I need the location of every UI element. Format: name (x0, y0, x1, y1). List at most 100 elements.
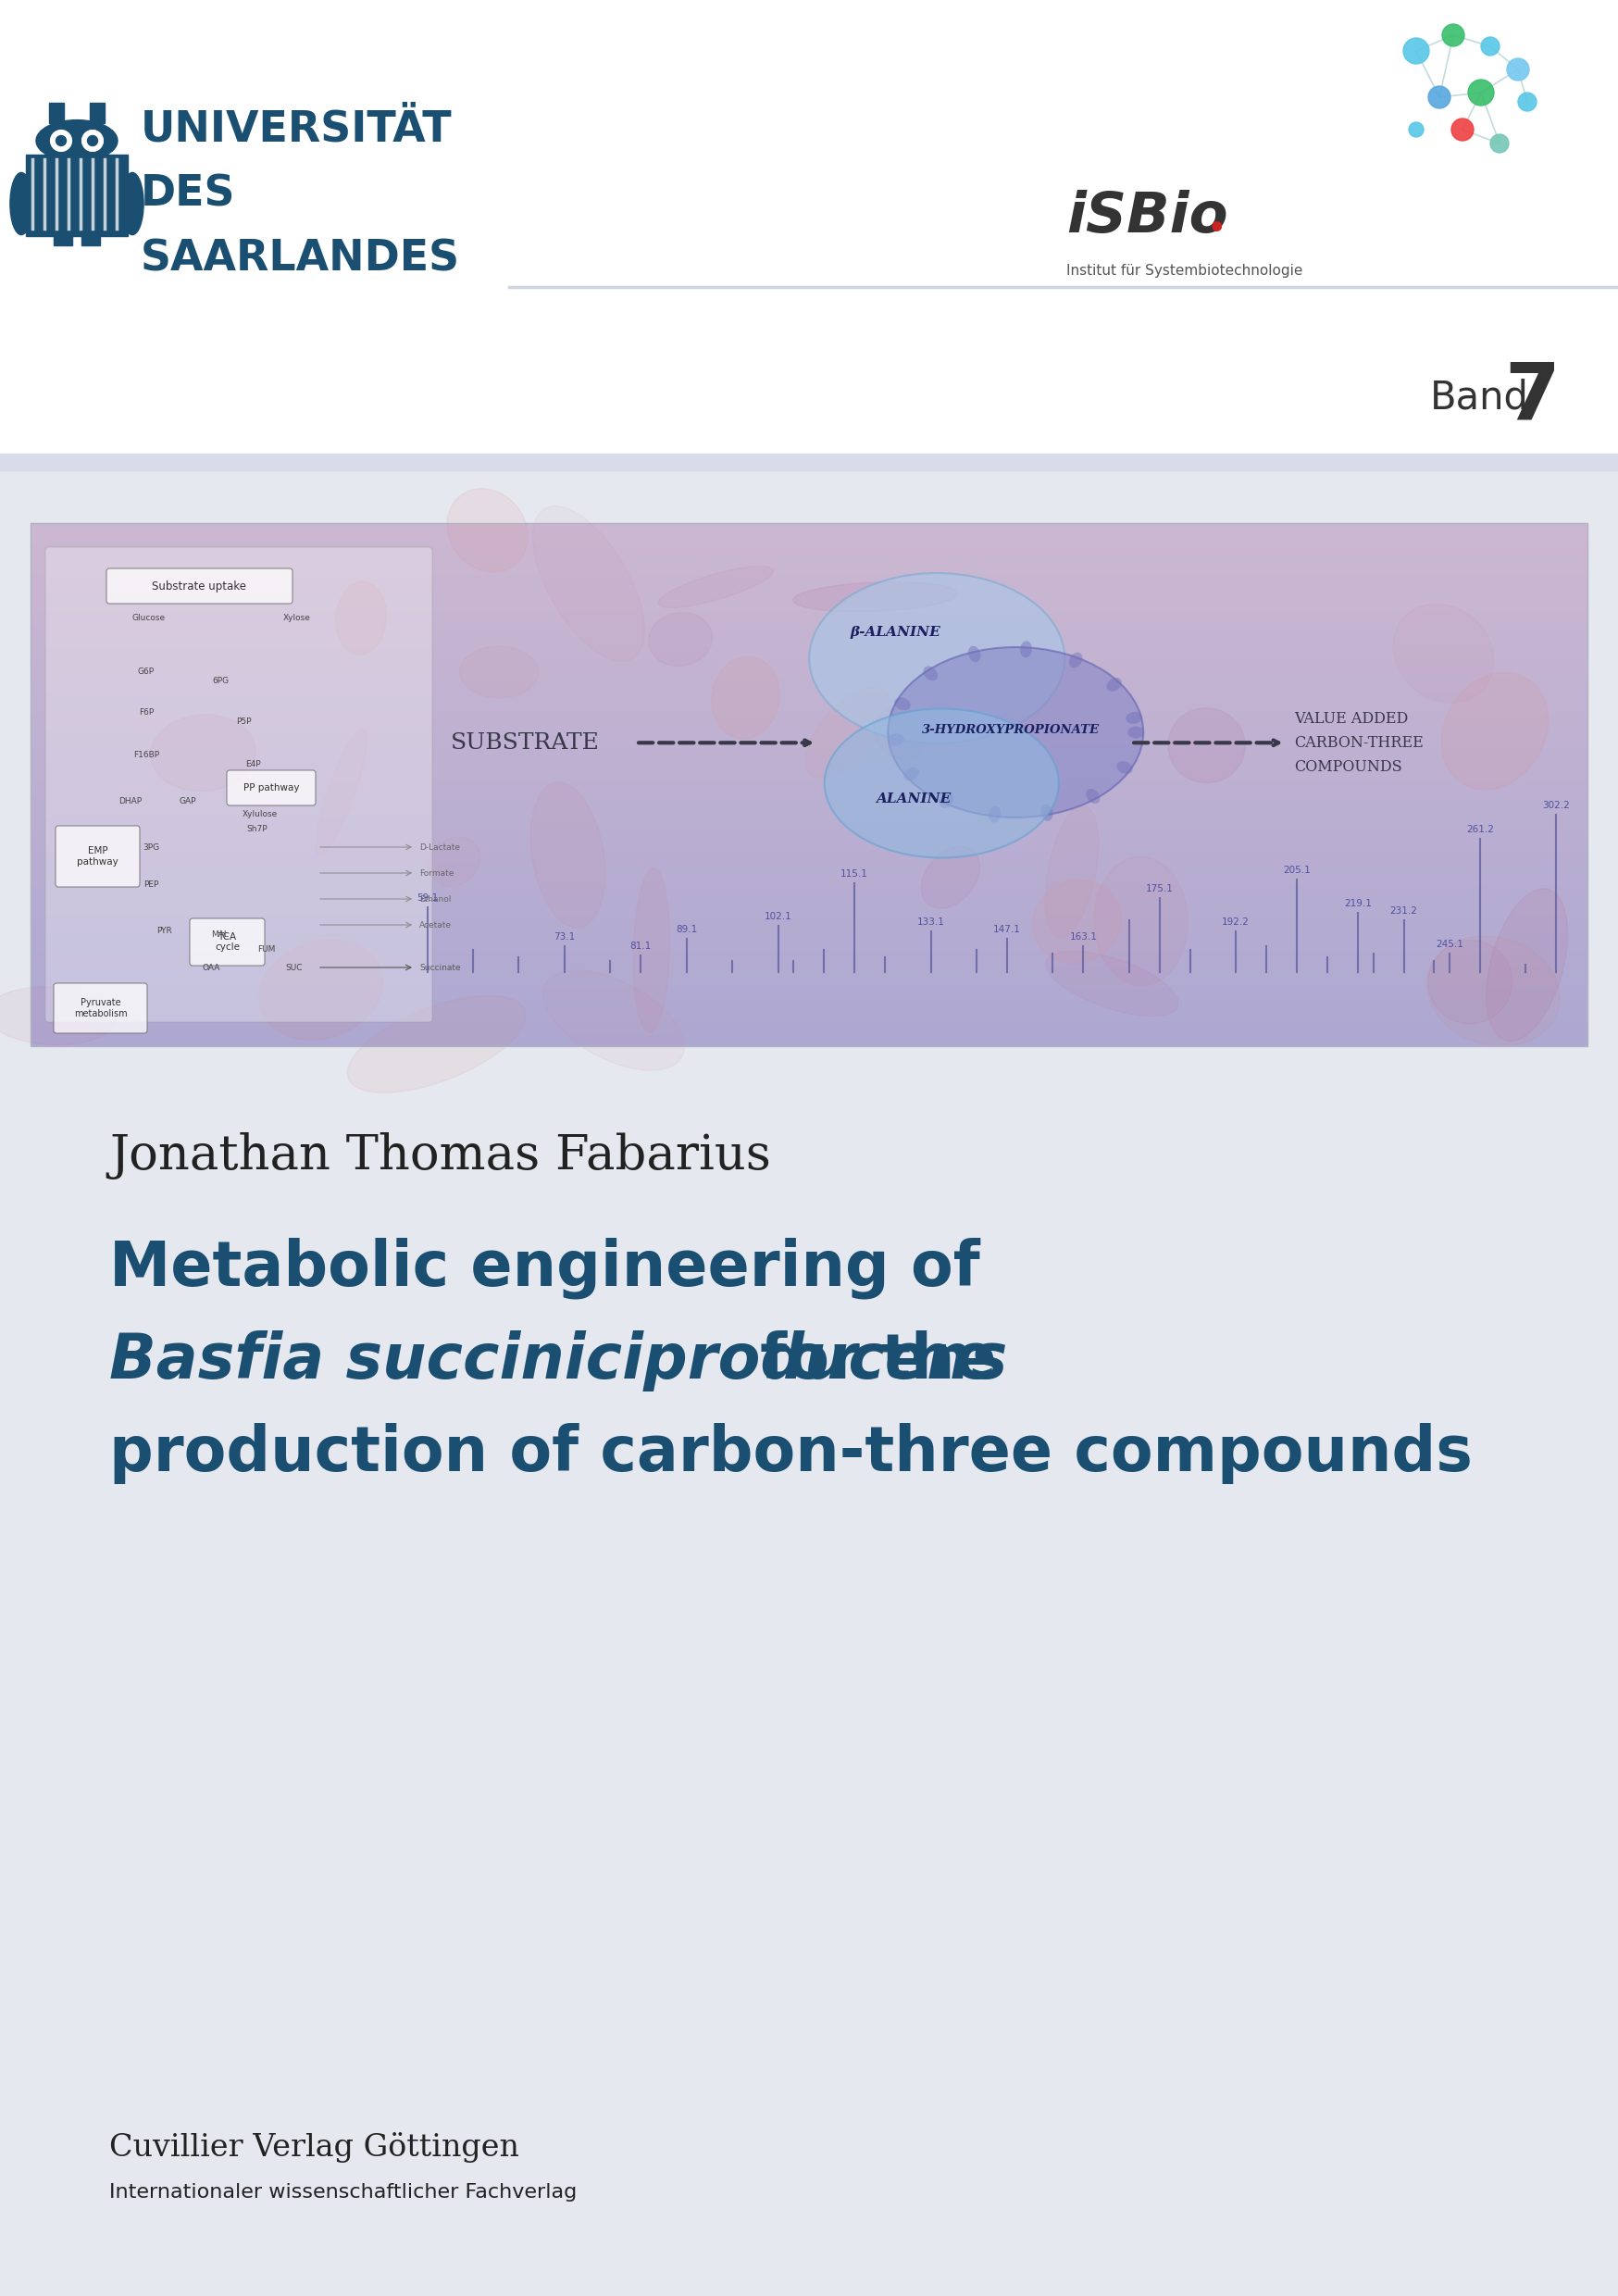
Ellipse shape (1506, 57, 1529, 80)
Ellipse shape (825, 709, 1058, 859)
Text: 7: 7 (1505, 360, 1560, 436)
Text: for the: for the (739, 1329, 997, 1391)
Text: F6P: F6P (139, 709, 154, 716)
Ellipse shape (1393, 604, 1493, 703)
Ellipse shape (1069, 652, 1082, 668)
Bar (81, 234, 100, 246)
Ellipse shape (1086, 790, 1100, 804)
Text: Internationaler wissenschaftlicher Fachverlag: Internationaler wissenschaftlicher Fachv… (110, 2183, 578, 2202)
Text: Substrate uptake: Substrate uptake (152, 581, 246, 592)
Bar (0, 455, 1618, 471)
Ellipse shape (1032, 879, 1121, 962)
Ellipse shape (888, 647, 1144, 817)
Ellipse shape (924, 666, 938, 680)
Ellipse shape (121, 172, 144, 234)
Ellipse shape (1427, 937, 1560, 1047)
Ellipse shape (1116, 760, 1133, 774)
Text: 261.2: 261.2 (1466, 824, 1493, 833)
Text: PEP: PEP (144, 879, 159, 889)
Bar (0, 0, 1618, 455)
Ellipse shape (1451, 119, 1474, 140)
Text: 192.2: 192.2 (1222, 918, 1249, 928)
Ellipse shape (447, 489, 527, 572)
Text: 3-HYDROXYPROPIONATE: 3-HYDROXYPROPIONATE (922, 726, 1100, 737)
Text: 163.1: 163.1 (1069, 932, 1097, 941)
Text: 89.1: 89.1 (676, 925, 697, 934)
Ellipse shape (150, 714, 256, 792)
Text: ALANINE: ALANINE (877, 792, 951, 806)
FancyBboxPatch shape (227, 769, 316, 806)
Ellipse shape (348, 996, 526, 1093)
Ellipse shape (989, 806, 1002, 822)
Ellipse shape (1442, 673, 1548, 790)
FancyBboxPatch shape (107, 569, 293, 604)
Text: 205.1: 205.1 (1283, 866, 1311, 875)
Ellipse shape (633, 868, 670, 1033)
Text: 115.1: 115.1 (841, 870, 869, 879)
Text: DHAP: DHAP (118, 797, 142, 806)
Ellipse shape (0, 987, 116, 1045)
Ellipse shape (1403, 39, 1429, 64)
Text: Glucose: Glucose (133, 613, 165, 622)
Ellipse shape (1128, 726, 1144, 739)
Ellipse shape (968, 645, 981, 661)
Ellipse shape (1094, 856, 1188, 985)
Bar (26, 154, 128, 236)
Text: F16BP: F16BP (133, 751, 159, 758)
Ellipse shape (1468, 80, 1493, 106)
Text: SUC: SUC (286, 964, 303, 971)
Ellipse shape (532, 505, 644, 661)
Ellipse shape (1107, 677, 1121, 691)
Ellipse shape (940, 792, 953, 808)
Text: 175.1: 175.1 (1146, 884, 1173, 893)
Text: 147.1: 147.1 (993, 925, 1021, 934)
Text: 219.1: 219.1 (1345, 900, 1372, 909)
Text: UNIVERSITÄT: UNIVERSITÄT (141, 108, 453, 152)
Ellipse shape (903, 767, 919, 781)
Text: production of carbon-three compounds: production of carbon-three compounds (110, 1424, 1472, 1483)
Bar (31, 523, 1587, 1047)
Text: OAA: OAA (202, 964, 220, 971)
Ellipse shape (809, 574, 1065, 744)
Ellipse shape (895, 698, 911, 709)
Text: 6PG: 6PG (212, 677, 228, 684)
Ellipse shape (36, 119, 118, 161)
Text: Jonathan Thomas Fabarius: Jonathan Thomas Fabarius (110, 1132, 770, 1180)
Ellipse shape (1019, 641, 1032, 657)
Text: Pyruvate
metabolism: Pyruvate metabolism (74, 999, 128, 1017)
Ellipse shape (259, 939, 383, 1040)
Text: PP pathway: PP pathway (243, 783, 299, 792)
Bar (89, 103, 105, 124)
Ellipse shape (1040, 804, 1053, 822)
Ellipse shape (429, 838, 481, 886)
Text: Succinate: Succinate (419, 964, 461, 971)
Ellipse shape (793, 581, 958, 611)
Text: Band: Band (1430, 379, 1529, 418)
Text: Formate: Formate (419, 868, 455, 877)
Text: PYR: PYR (157, 925, 173, 934)
Text: Metabolic engineering of: Metabolic engineering of (110, 1238, 981, 1300)
Text: Xylulose: Xylulose (243, 810, 278, 820)
Text: Ethanol: Ethanol (419, 895, 451, 902)
Ellipse shape (1518, 92, 1537, 110)
Text: SAARLANDES: SAARLANDES (141, 239, 460, 280)
Ellipse shape (10, 172, 32, 234)
Text: E4P: E4P (244, 760, 260, 767)
Ellipse shape (1480, 37, 1500, 55)
Ellipse shape (531, 783, 605, 928)
Text: Xylose: Xylose (283, 613, 311, 622)
Ellipse shape (87, 135, 97, 147)
Ellipse shape (57, 135, 66, 147)
Ellipse shape (887, 732, 904, 746)
Text: 102.1: 102.1 (764, 912, 791, 921)
Ellipse shape (544, 971, 684, 1070)
Ellipse shape (50, 131, 71, 152)
Text: Acetate: Acetate (419, 921, 451, 930)
Bar (0, 455, 1618, 2296)
Ellipse shape (460, 645, 539, 698)
Text: Sh7P: Sh7P (248, 824, 269, 833)
Ellipse shape (712, 657, 780, 739)
Ellipse shape (83, 131, 104, 152)
Text: Basfia succiniciproducens: Basfia succiniciproducens (110, 1329, 1008, 1391)
Text: 59.1: 59.1 (416, 893, 438, 902)
